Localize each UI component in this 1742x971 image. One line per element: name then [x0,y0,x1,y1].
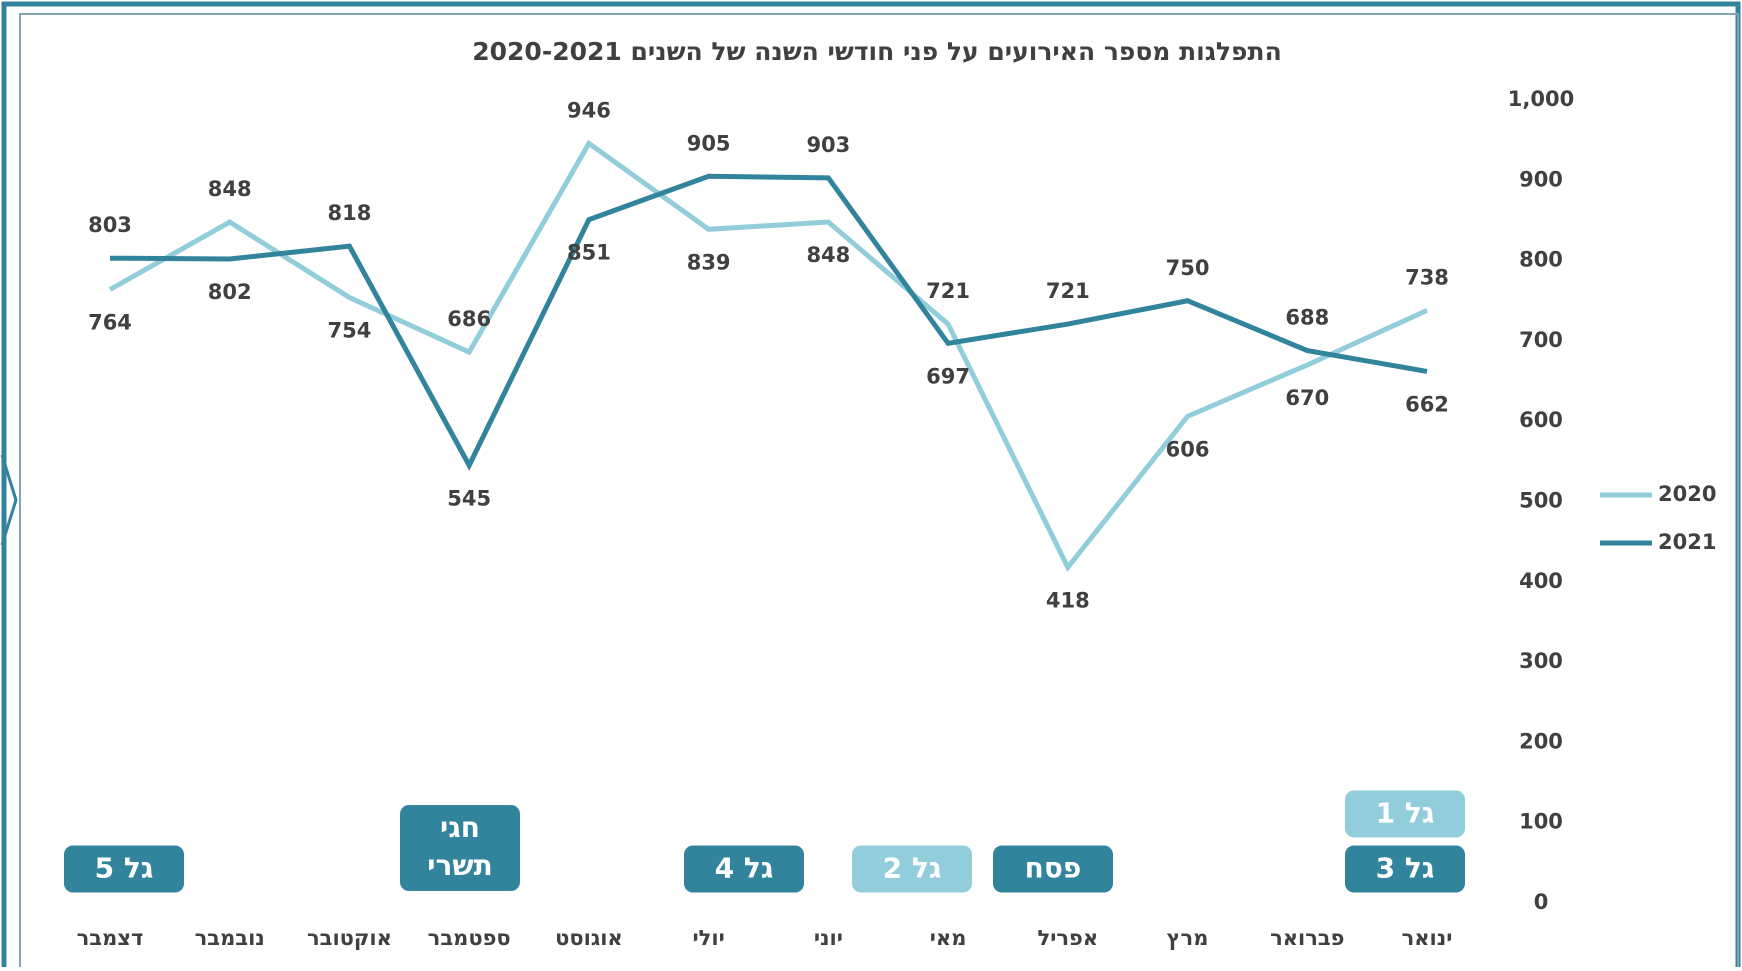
data-label: 818 [328,201,372,225]
x-tick-label: פברואר [1270,926,1344,950]
line-series [108,139,1429,572]
x-tick-label: נובמבר [195,926,265,950]
x-tick-label: מרץ [1167,926,1209,950]
x-tick-label: מאי [930,926,967,950]
annotation-box [993,845,1113,893]
legend-label: 2020 [1658,482,1716,506]
data-label: 803 [88,213,132,237]
data-label: 839 [687,250,731,274]
y-tick-label: 500 [1519,489,1563,513]
x-tick-label: ינואר [1402,926,1453,950]
x-tick-label: יוני [814,926,843,950]
data-label: 750 [1166,256,1210,280]
data-label: 662 [1405,392,1449,416]
annotation-box [64,845,184,893]
y-tick-label: 600 [1519,408,1563,432]
legend-label: 2021 [1658,530,1716,554]
chevron [0,454,18,546]
data-label: 721 [926,279,970,303]
inner-frame [19,13,1739,971]
x-tick-label: אפריל [1037,926,1098,950]
y-tick-label: 1,000 [1508,87,1574,111]
annotation-box [852,845,972,893]
y-tick-label: 0 [1534,890,1549,914]
data-label: 545 [447,486,491,510]
data-label: 721 [1046,279,1090,303]
x-tick-label: אוקטובר [307,926,392,950]
annotation-text: פסח [1025,852,1082,885]
data-label: 670 [1285,386,1329,410]
data-label: 688 [1285,306,1329,330]
y-tick-label: 300 [1519,649,1563,673]
data-label: 418 [1046,588,1090,612]
data-label: 905 [687,131,731,155]
y-tick-label: 400 [1519,569,1563,593]
x-tick-label: דצמבר [77,926,144,950]
data-label: 686 [447,307,491,331]
y-tick-label: 900 [1519,167,1563,191]
annotation-text: חגי [440,811,480,844]
data-label: 848 [208,177,252,201]
annotation-box [684,845,804,893]
annotation-box [1345,845,1465,893]
line-series [109,173,1428,471]
chart-title: התפלגות מספר האירועים על פני חודשי השנה … [472,37,1282,66]
data-label: 802 [208,280,252,304]
data-label: 851 [567,241,611,265]
y-tick-label: 800 [1519,248,1563,272]
x-tick-label: אוגוסט [555,926,623,950]
annotation-text: גל 1 [1376,797,1435,830]
data-label: 754 [328,319,372,343]
annotation-box [1345,790,1465,838]
data-label: 848 [806,243,850,267]
data-label: 606 [1166,437,1210,461]
y-tick-label: 100 [1519,810,1563,834]
y-tick-label: 200 [1519,729,1563,753]
data-label: 946 [567,98,611,122]
y-tick-label: 700 [1519,328,1563,352]
annotation-text: גל 3 [1376,852,1435,885]
annotation-text: גל 2 [883,852,942,885]
data-label: 764 [88,311,132,335]
annotation-text: גל 4 [715,852,774,885]
data-label: 903 [806,133,850,157]
data-label: 738 [1405,265,1449,289]
x-tick-label: ספטמבר [428,926,511,950]
data-label: 697 [926,364,970,388]
annotation-text: תשרי [427,849,492,882]
x-tick-label: יולי [692,926,724,950]
annotation-text: גל 5 [95,852,154,885]
annotation-box [400,805,520,891]
